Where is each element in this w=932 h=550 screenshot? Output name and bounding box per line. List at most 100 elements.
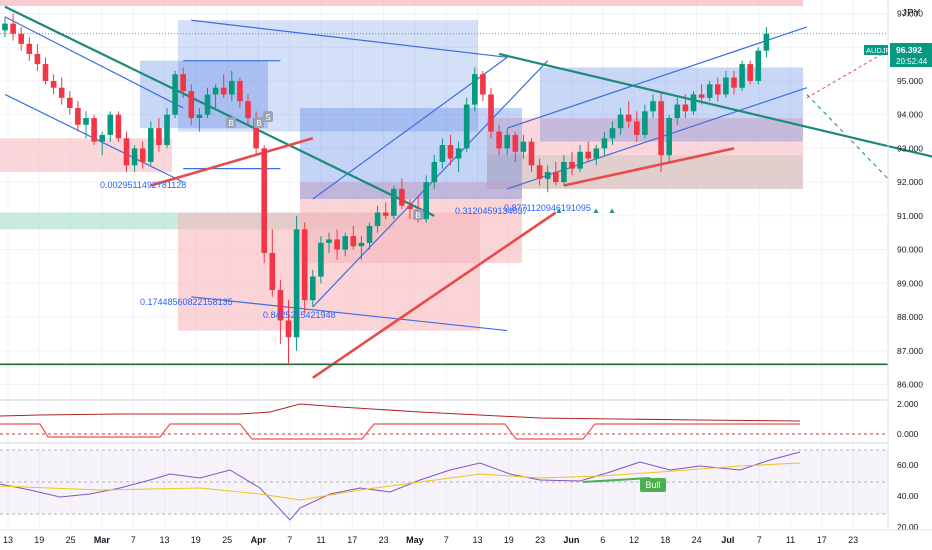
bull-divergence-line (582, 477, 651, 483)
time-tick: 24 (692, 535, 702, 545)
candle-body (2, 23, 8, 31)
price-tag: AUDJPY 96.392 20:52:44 (864, 43, 932, 67)
candle-body (10, 23, 16, 34)
candle-body (50, 80, 57, 88)
price-tick: 91.000 (897, 211, 923, 221)
trend-line (150, 137, 314, 187)
time-tick: 11 (316, 535, 325, 545)
rsi-panel: Bull (0, 442, 888, 521)
zone-blue-3 (300, 107, 522, 199)
annotation-value: 0.17448560822158135 (140, 297, 233, 307)
candle-body (504, 134, 510, 149)
candle-body (642, 111, 648, 135)
annotation-layer: 0.0029511492781128 0.17448560822158135 0.8… (100, 111, 616, 320)
time-tick: 7 (444, 535, 449, 545)
price-tick: 88.000 (897, 312, 923, 322)
ticker-symbol: AUDJPY (866, 46, 896, 55)
oscillator-panel (0, 399, 888, 440)
candle-body (399, 188, 405, 206)
time-tick: 25 (222, 535, 232, 545)
candle-body (544, 172, 551, 179)
candle-body (326, 239, 332, 243)
price-tick: 92.000 (897, 177, 923, 187)
bull-label: Bull (645, 480, 660, 490)
candle-body (520, 141, 527, 152)
osc-tick: 2.000 (897, 399, 919, 409)
candle-body (682, 104, 689, 112)
price-tick: 93.000 (897, 143, 923, 153)
candle-body (277, 290, 284, 321)
candle-body (374, 212, 381, 226)
candle-body (301, 229, 308, 301)
trend-line (312, 211, 557, 379)
time-tick: 7 (287, 535, 292, 545)
time-tick: 23 (379, 535, 389, 545)
trend-line (4, 5, 435, 217)
zone-red-1 (0, 138, 172, 173)
channel-line (191, 296, 508, 332)
trend-line (498, 52, 932, 158)
annotation-value: 0.0029511492781128 (100, 180, 186, 190)
candle-body (577, 151, 583, 169)
rsi-tick: 20.00 (897, 522, 919, 532)
candle-body (123, 138, 130, 166)
candle-body (107, 114, 114, 135)
price-tick: 94.000 (897, 110, 923, 120)
candle-body (318, 242, 324, 277)
candle-body (164, 114, 170, 146)
candle-body (115, 114, 122, 139)
time-tick: 23 (848, 535, 858, 545)
trend-line (563, 147, 735, 187)
time-tick: Jul (721, 535, 734, 545)
candle-body (755, 50, 762, 81)
candle-body (625, 114, 632, 122)
up-triangle-icon: ▲ (555, 206, 563, 215)
zone-blue-2 (178, 20, 478, 132)
candle-body (593, 148, 600, 159)
price-tick: 97.000 (897, 8, 923, 18)
candle-body (431, 161, 438, 183)
candle-body (229, 80, 235, 95)
time-tick: 7 (131, 535, 136, 545)
candle-body (569, 161, 575, 169)
candle-body (674, 104, 681, 119)
rsi-tick: 60.00 (897, 460, 919, 470)
candle-body (220, 87, 227, 95)
time-tick: 11 (786, 535, 795, 545)
candle-body (455, 148, 462, 159)
time-tick: 19 (191, 535, 201, 545)
candle-body (528, 141, 535, 166)
marker-label: B (228, 119, 233, 128)
candle-body (180, 74, 186, 92)
candle-body (358, 242, 365, 247)
time-axis[interactable]: 13 19 25 Mar 7 13 19 25 Apr 7 11 17 23 May 7 13 19 23 Jun 6… (0, 529, 932, 545)
time-tick: 13 (3, 535, 13, 545)
marker-label: S (265, 113, 270, 122)
candle-body (99, 134, 105, 142)
candle-body (148, 128, 154, 162)
time-tick: Apr (251, 535, 267, 545)
candle-body (310, 276, 316, 301)
candle-body (463, 104, 470, 149)
marker-badge (263, 111, 273, 122)
candle-body (91, 118, 97, 142)
candle-body (480, 74, 486, 95)
candle-body (188, 91, 195, 119)
candle-body (690, 94, 697, 112)
candle-body (617, 114, 624, 129)
price-tick: 86.000 (897, 380, 923, 390)
channel-line (191, 19, 508, 58)
candle-body (723, 77, 729, 95)
channel-line (312, 60, 549, 308)
time-tick: May (406, 535, 424, 545)
time-tick: 13 (472, 535, 482, 545)
price-tick: 87.000 (897, 346, 923, 356)
rsi-line (0, 451, 801, 521)
time-tick: 12 (629, 535, 639, 545)
candle-body (196, 114, 203, 119)
candle-body (698, 94, 705, 98)
up-triangle-icon: ▲ (608, 206, 616, 215)
candle-body (634, 121, 640, 135)
rsi-tick: 40.00 (897, 491, 919, 501)
